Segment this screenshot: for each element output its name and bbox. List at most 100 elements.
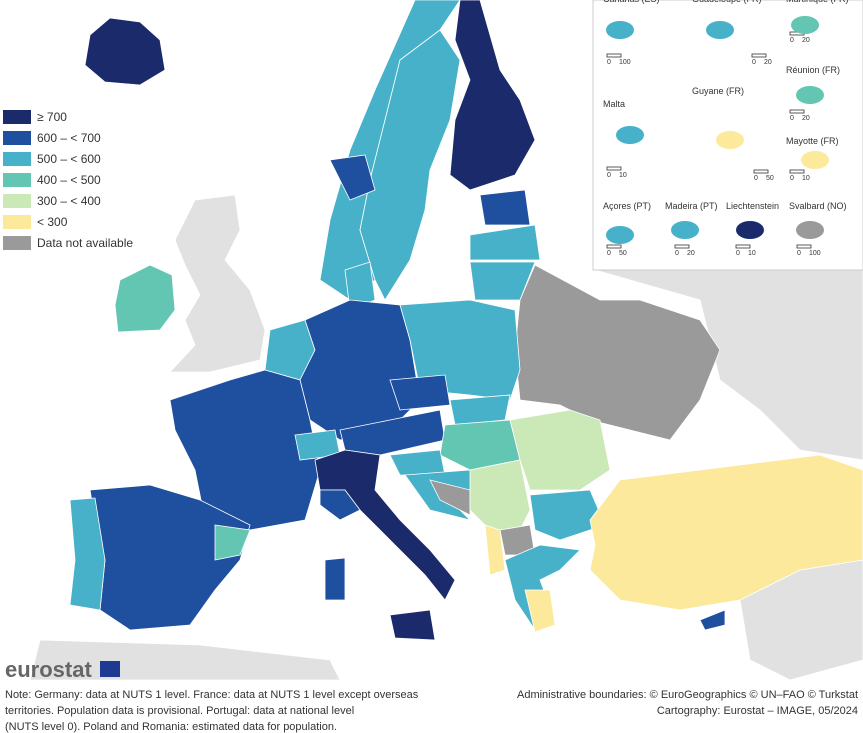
albania — [484, 524, 506, 576]
inset-region — [671, 221, 699, 239]
scale-label: 0 — [752, 59, 756, 66]
inset-region — [791, 16, 819, 34]
legend-swatch — [3, 173, 31, 187]
scale-label: 50 — [766, 175, 774, 182]
legend-swatch — [3, 215, 31, 229]
inset-title: Martinique (FR) — [786, 0, 849, 4]
region — [214, 524, 251, 561]
inset-region — [796, 86, 824, 104]
scale-label: 100 — [809, 250, 821, 257]
credit: Cartography: Eurostat – IMAGE, 05/2024 — [657, 705, 858, 717]
region — [319, 489, 361, 521]
france — [169, 369, 321, 531]
region — [524, 589, 556, 633]
bulgaria — [529, 489, 606, 541]
scale-label: 0 — [736, 250, 740, 257]
inset-region — [796, 221, 824, 239]
scale-label: 0 — [607, 172, 611, 179]
region — [329, 154, 376, 201]
scale-label: 0 — [790, 115, 794, 122]
scale-bar — [606, 53, 622, 58]
note: (NUTS level 0). Poland and Romania: esti… — [5, 721, 337, 733]
scale-bar — [751, 53, 767, 58]
legend: ≥ 700 600 – < 700 500 – < 600 400 – < 500 30… — [3, 110, 133, 250]
inset-title: Liechtenstein — [726, 201, 779, 211]
inset-region — [706, 21, 734, 39]
eu-flag — [100, 661, 120, 677]
sardinia — [324, 557, 346, 601]
cyprus — [699, 609, 726, 631]
poland — [399, 299, 521, 401]
denmark — [344, 261, 376, 311]
scale-label: 20 — [687, 250, 695, 257]
scale-bar — [674, 244, 690, 249]
note: territories. Population data is provisio… — [5, 705, 354, 717]
scale-label: 0 — [790, 37, 794, 44]
scale-label: 20 — [802, 37, 810, 44]
ireland — [114, 264, 176, 333]
scale-bar — [789, 109, 805, 114]
sicily — [389, 609, 436, 641]
inset-title: Mayotte (FR) — [786, 136, 839, 146]
scale-label: 0 — [675, 250, 679, 257]
inset-title: Guyane (FR) — [692, 86, 744, 96]
inset-region — [606, 21, 634, 39]
scale-label: 0 — [797, 250, 801, 257]
scale-label: 0 — [607, 250, 611, 257]
scale-bar — [606, 244, 622, 249]
inset-title: Malta — [603, 99, 625, 109]
scale-label: 20 — [764, 59, 772, 66]
scale-label: 10 — [619, 172, 627, 179]
scale-label: 0 — [790, 175, 794, 182]
scale-label: 10 — [802, 175, 810, 182]
map — [29, 0, 863, 681]
inset-title: Svalbard (NO) — [789, 201, 847, 211]
legend-label: 300 – < 400 — [37, 194, 101, 208]
czechia — [389, 374, 451, 411]
scale-label: 0 — [607, 59, 611, 66]
credit: Administrative boundaries: © EuroGeograp… — [517, 689, 858, 701]
inset-region — [616, 126, 644, 144]
iceland — [84, 17, 166, 86]
inset-region — [801, 151, 829, 169]
scale-label: 10 — [748, 250, 756, 257]
legend-swatch — [3, 110, 31, 124]
legend-label: ≥ 700 — [37, 110, 67, 124]
scale-label: 100 — [619, 59, 631, 66]
inset-region — [736, 221, 764, 239]
legend-label: < 300 — [37, 215, 68, 229]
legend-swatch — [3, 152, 31, 166]
inset-region — [606, 226, 634, 244]
scale-bar — [735, 244, 751, 249]
scale-bar — [796, 244, 812, 249]
legend-label: Data not available — [37, 236, 133, 250]
insets: Canarias (ES)0100Guadeloupe (FR)020Marti… — [592, 0, 863, 271]
greece — [504, 544, 581, 631]
latvia — [469, 224, 541, 261]
finland — [449, 0, 536, 191]
romania — [509, 409, 611, 491]
inset-title: Madeira (PT) — [665, 201, 718, 211]
scale-label: 20 — [802, 115, 810, 122]
scale-label: 0 — [754, 175, 758, 182]
portugal — [69, 497, 106, 611]
legend-swatch — [3, 236, 31, 250]
inset-title: Guadeloupe (FR) — [692, 0, 762, 4]
scale-bar — [753, 169, 769, 174]
legend-swatch — [3, 131, 31, 145]
scale-bar — [789, 169, 805, 174]
no-data — [429, 479, 471, 516]
scale-label: 50 — [619, 250, 627, 257]
estonia — [479, 189, 531, 226]
inset-title: Canarias (ES) — [603, 0, 660, 4]
sweden — [359, 29, 461, 301]
inset-region — [716, 131, 744, 149]
inset-title: Réunion (FR) — [786, 65, 840, 75]
legend-label: 400 – < 500 — [37, 173, 101, 187]
scale-bar — [606, 166, 622, 171]
inset-title: Açores (PT) — [603, 201, 651, 211]
legend-label: 500 – < 600 — [37, 152, 101, 166]
note: Note: Germany: data at NUTS 1 level. Fra… — [5, 689, 419, 701]
uk — [169, 194, 266, 373]
